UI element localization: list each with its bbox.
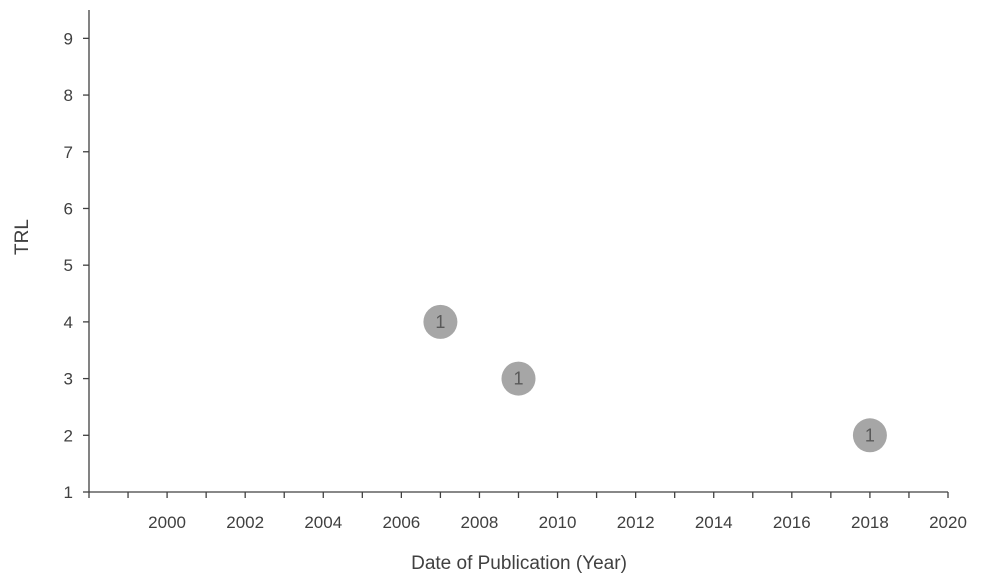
y-tick-label: 6 [64,199,73,218]
y-tick-label: 7 [64,143,73,162]
y-tick-label: 2 [64,426,73,445]
data-point-bubble [501,361,536,396]
x-tick-label: 2016 [773,513,811,532]
x-tick-label: 2012 [617,513,655,532]
y-tick-label: 5 [64,256,73,275]
y-axis-title: TRL [12,219,33,255]
data-point-label: 1 [435,312,445,332]
x-tick-label: 2004 [304,513,342,532]
y-tick-label: 3 [64,370,73,389]
x-tick-label: 2008 [461,513,499,532]
y-tick-label: 1 [64,483,73,502]
y-tick-label: 9 [64,29,73,48]
x-axis-ticks: 2000 2002 2004 2006 2008 2010 2012 2014 2016 2018… [88,492,967,532]
x-tick-label: 2018 [851,513,889,532]
x-tick-label: 2000 [148,513,186,532]
axes [88,10,948,493]
x-tick-label: 2002 [226,513,264,532]
y-axis-ticks: 1 2 3 4 5 6 7 8 9 [64,29,89,502]
data-point-label: 1 [865,425,875,445]
data-point-bubble [852,418,887,453]
x-tick-label: 2010 [539,513,577,532]
y-tick-label: 4 [64,313,73,332]
x-tick-label: 2014 [695,513,733,532]
y-tick-label: 8 [64,86,73,105]
x-tick-label: 2020 [929,513,967,532]
x-axis-title: Date of Publication (Year) [411,553,627,574]
data-point-label: 1 [513,369,523,389]
x-tick-label: 2006 [382,513,420,532]
data-point-bubble [423,304,458,339]
data-points: 1 1 1 [423,304,887,453]
